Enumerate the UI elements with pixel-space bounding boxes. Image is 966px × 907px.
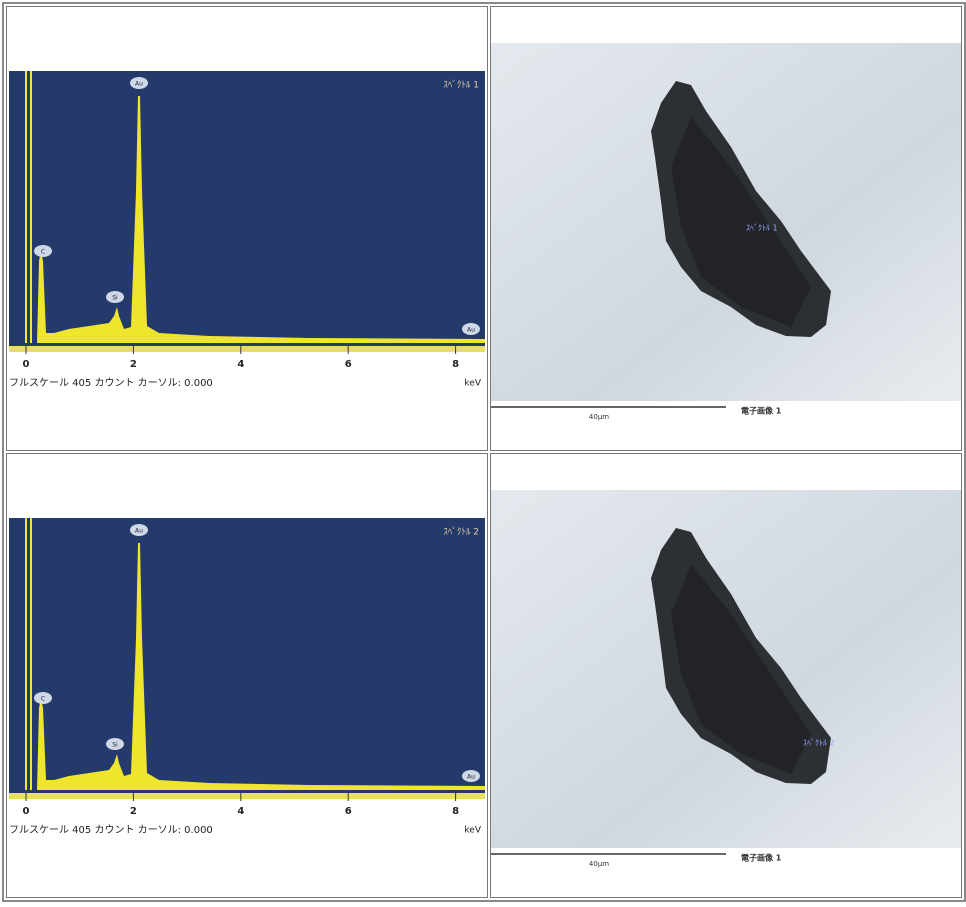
spectrum-name: ｽﾍﾟｸﾄﾙ 1: [443, 80, 479, 91]
peak-label: Au: [135, 81, 143, 88]
peak-marker: [462, 770, 480, 782]
peak-label: Au: [467, 327, 475, 334]
sem-image: ｽﾍﾟｸﾄﾙ 2 40μm 電子画像 1: [491, 490, 961, 868]
spectrum-footer: フルスケール 405 カウント カーソル: 0.000: [9, 377, 213, 389]
scale-text: 40μm: [589, 860, 609, 868]
peak-marker: [34, 692, 52, 704]
particle-shade: [671, 117, 811, 327]
sem-image: ｽﾍﾟｸﾄﾙ 1 40μm 電子画像 1: [491, 43, 961, 421]
peak-label: Si: [112, 742, 118, 749]
x-tick-label: 4: [237, 359, 244, 370]
spectrum-plot: Au C Si Au ｽﾍﾟｸﾄﾙ 1 0 2 4 6 8 keV フルスケール 405 カウント カ…: [9, 71, 485, 389]
peak-marker: [462, 323, 480, 335]
spot-label: ｽﾍﾟｸﾄﾙ 1: [746, 224, 778, 233]
plot-background: [9, 518, 485, 793]
axis-strip: [9, 793, 485, 799]
scale-text: 40μm: [589, 413, 609, 421]
x-tick-label: 6: [345, 806, 352, 817]
peak-marker: [130, 77, 148, 89]
axis-strip: [9, 346, 485, 352]
peak-marker: [106, 738, 124, 750]
peak-label: Si: [112, 295, 118, 302]
peak-marker: [106, 291, 124, 303]
x-tick-label: 2: [130, 806, 137, 817]
peak-label: Au: [135, 528, 143, 535]
peak-label: Au: [467, 774, 475, 781]
image-cell: ｽﾍﾟｸﾄﾙ 1 40μm 電子画像 1: [490, 6, 962, 451]
x-tick-label: 8: [452, 806, 459, 817]
x-tick-label: 6: [345, 359, 352, 370]
spectrum-cell: Au C Si Au ｽﾍﾟｸﾄﾙ 2 0 2 4 6 8 keV フルスケール 405 カウント カ…: [6, 453, 488, 898]
spectrum-footer: フルスケール 405 カウント カーソル: 0.000: [9, 824, 213, 836]
peak-label: C: [41, 696, 45, 703]
x-tick-label: 0: [23, 359, 30, 370]
image-caption: 電子画像 1: [741, 406, 782, 416]
spot-label: ｽﾍﾟｸﾄﾙ 2: [803, 739, 835, 748]
image-caption: 電子画像 1: [741, 853, 782, 863]
particle-shade: [671, 564, 811, 774]
unit: keV: [464, 826, 481, 836]
spectrum-curve: [23, 96, 485, 343]
spectrum-curve: [23, 543, 485, 790]
spectrum: Au C Si Au ｽﾍﾟｸﾄﾙ 1 0 2 4 6 8 keV フルスケール 405 カウント カ…: [9, 71, 485, 389]
spectrum-name: ｽﾍﾟｸﾄﾙ 2: [443, 527, 479, 538]
peak-marker: [130, 524, 148, 536]
image-cell: ｽﾍﾟｸﾄﾙ 2 40μm 電子画像 1: [490, 453, 962, 898]
table-row: Au C Si Au ｽﾍﾟｸﾄﾙ 2 0 2 4 6 8 keV フルスケール 405 カウント カ…: [6, 453, 962, 898]
x-tick-label: 0: [23, 806, 30, 817]
spectrum-cell: Au C Si Au ｽﾍﾟｸﾄﾙ 1 0 2 4 6 8 keV フルスケール 405 カウント カ…: [6, 6, 488, 451]
plot-background: [9, 71, 485, 346]
x-tick-label: 8: [452, 359, 459, 370]
peak-marker: [34, 245, 52, 257]
x-tick-label: 4: [237, 806, 244, 817]
x-tick-label: 2: [130, 359, 137, 370]
unit: keV: [464, 379, 481, 389]
table-row: Au C Si Au ｽﾍﾟｸﾄﾙ 1 0 2 4 6 8 keV フルスケール 405 カウント カ…: [6, 6, 962, 451]
spectrum-plot: Au C Si Au ｽﾍﾟｸﾄﾙ 2 0 2 4 6 8 keV フルスケール 405 カウント カ…: [9, 518, 485, 836]
peak-label: C: [41, 249, 45, 256]
spectrum: Au C Si Au ｽﾍﾟｸﾄﾙ 2 0 2 4 6 8 keV フルスケール 405 カウント カ…: [9, 518, 485, 836]
